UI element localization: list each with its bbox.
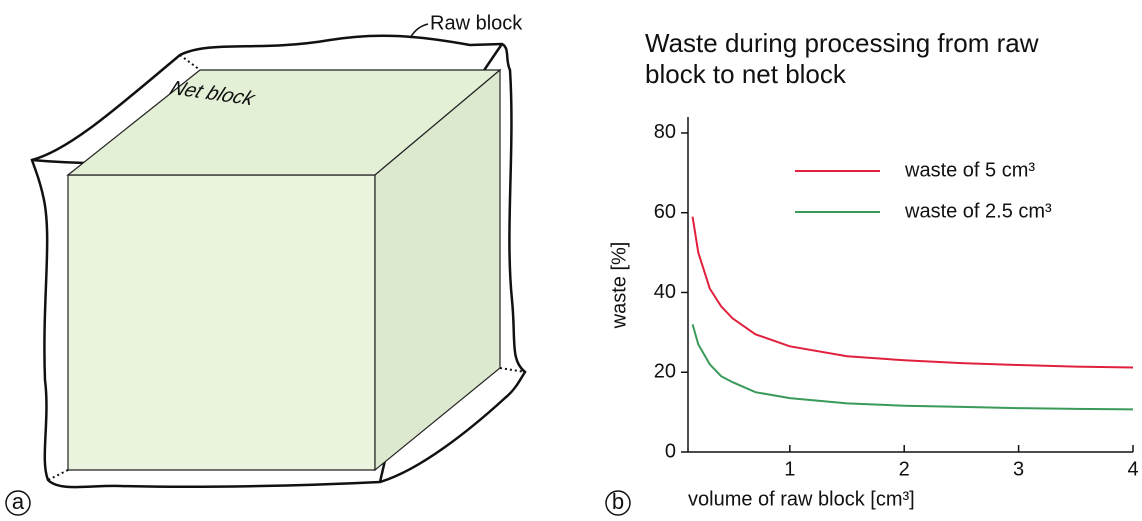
data-line xyxy=(691,324,1134,411)
y-tick-label: 40 xyxy=(654,281,676,303)
panel-label: b xyxy=(612,489,624,514)
corner-dots xyxy=(47,54,526,481)
chart-title: Waste during processing from raw block t… xyxy=(645,28,1039,89)
y-tick-label: 0 xyxy=(665,440,676,462)
data-line xyxy=(691,216,1134,369)
x-tick-label: 3 xyxy=(1013,458,1024,480)
panel-label: a xyxy=(12,489,25,514)
x-tick-label: 2 xyxy=(899,458,910,480)
y-tick-label: 20 xyxy=(654,361,676,383)
y-axis-title: waste [%] xyxy=(608,242,630,330)
label-leader xyxy=(409,23,429,39)
x-axis-title: volume of raw block [cm³] xyxy=(688,488,915,510)
y-tick-label: 60 xyxy=(654,201,676,223)
raw-block-outline xyxy=(30,34,527,489)
legend-label: waste of 2.5 cm³ xyxy=(904,200,1052,222)
y-tick-label: 80 xyxy=(654,121,676,143)
legend-label: waste of 5 cm³ xyxy=(904,159,1035,181)
x-tick-label: 1 xyxy=(784,458,795,480)
x-tick-label: 4 xyxy=(1127,458,1138,480)
net-block-front xyxy=(67,174,376,471)
panel-circle xyxy=(605,490,631,516)
raw-block-label: Raw block xyxy=(430,12,523,34)
panel-circle xyxy=(5,490,31,516)
